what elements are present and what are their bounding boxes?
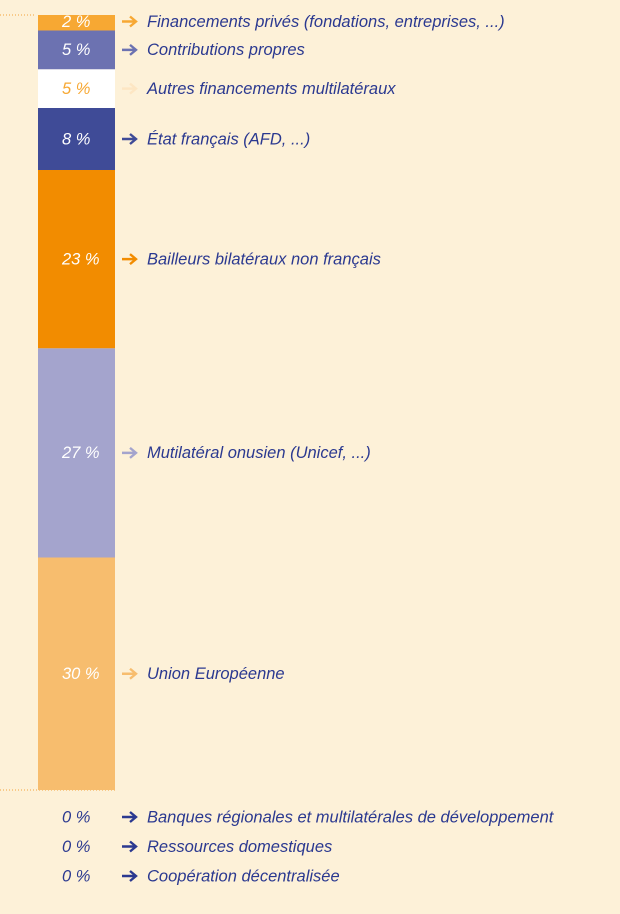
arrow — [122, 667, 138, 680]
category-label: Union Européenne — [147, 665, 285, 683]
arrow — [122, 840, 138, 853]
category-label: Coopération décentralisée — [147, 867, 340, 885]
arrow — [122, 15, 138, 28]
value-label: 8 % — [62, 130, 90, 148]
bar-segment — [38, 30, 115, 70]
value-label: 23 % — [61, 250, 100, 268]
value-label: 0 % — [62, 838, 90, 856]
category-label: Autres financements multilatéraux — [146, 80, 396, 98]
arrow — [122, 446, 138, 459]
bar-segment — [38, 170, 115, 349]
category-label: Mutilatéral onusien (Unicef, ...) — [147, 444, 371, 462]
category-label: État français (AFD, ...) — [147, 129, 310, 148]
bar-segment — [38, 15, 115, 31]
category-label: Contributions propres — [147, 41, 305, 59]
arrow — [122, 43, 138, 56]
arrow — [122, 82, 138, 95]
category-label: Ressources domestiques — [147, 838, 332, 856]
value-label: 27 % — [61, 444, 100, 462]
category-label: Bailleurs bilatéraux non français — [147, 250, 381, 268]
arrow — [122, 133, 138, 145]
arrow — [122, 253, 138, 266]
bar-segment — [38, 69, 115, 108]
value-label: 0 % — [62, 867, 90, 885]
value-label: 30 % — [62, 665, 100, 683]
category-label: Financements privés (fondations, entrepr… — [147, 13, 505, 31]
value-label: 5 % — [62, 41, 90, 59]
arrow — [122, 811, 138, 823]
bar-segment — [38, 348, 115, 558]
arrow — [122, 870, 138, 882]
value-label: 2 % — [61, 13, 90, 31]
bar-segment — [38, 108, 115, 170]
value-label: 0 % — [62, 808, 90, 826]
bar-segment — [38, 557, 115, 790]
value-label: 5 % — [62, 80, 90, 98]
category-label: Banques régionales et multilatérales de … — [147, 808, 555, 826]
